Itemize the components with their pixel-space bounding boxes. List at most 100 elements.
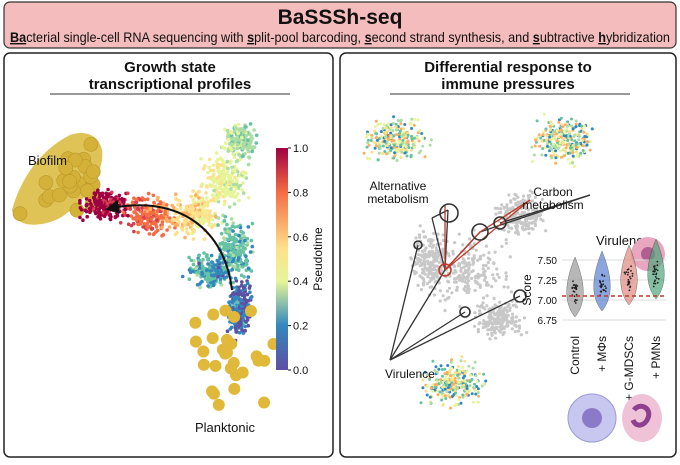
gray-point: [422, 235, 426, 239]
gray-point: [476, 272, 480, 276]
gray-point: [486, 266, 490, 270]
cell-point: [216, 260, 221, 264]
mini-point: [534, 138, 538, 142]
gray-point: [513, 329, 517, 334]
gray-point: [423, 266, 427, 270]
cell-point: [78, 215, 82, 220]
gray-point: [435, 248, 439, 252]
gray-point: [541, 219, 545, 223]
highlight-circle: [471, 223, 489, 241]
cell-point: [81, 218, 85, 222]
mini-point: [386, 129, 390, 133]
cell-point: [234, 182, 239, 187]
gray-point: [467, 262, 471, 267]
cell-point: [238, 249, 242, 253]
connector: [479, 199, 531, 233]
mini-point: [559, 132, 563, 136]
cell-point: [147, 232, 152, 236]
mini-point: [404, 145, 408, 149]
mini-point: [578, 144, 581, 148]
mini-point: [389, 146, 393, 150]
mini-point: [570, 117, 573, 121]
cell-point: [187, 255, 191, 260]
gray-point: [447, 286, 452, 290]
mini-point: [373, 125, 377, 129]
cell-point: [78, 198, 82, 203]
cell-point: [167, 216, 172, 220]
cell-point: [168, 219, 172, 224]
cell-point: [234, 250, 238, 254]
gray-point: [482, 278, 486, 282]
gray-point: [418, 224, 422, 228]
gray-point: [532, 202, 537, 206]
gray-point: [487, 251, 491, 255]
cell-point: [97, 194, 102, 199]
mini-point: [457, 376, 461, 380]
cell-point: [234, 329, 238, 333]
gray-point: [423, 272, 427, 276]
mini-point: [389, 149, 393, 152]
connector: [389, 295, 521, 361]
cell-point: [132, 196, 136, 200]
gray-point: [504, 241, 508, 245]
colorbar-tick-label: 0.6: [293, 232, 308, 244]
gray-point: [474, 248, 478, 252]
gray-point: [483, 269, 487, 273]
gray-point: [521, 194, 526, 198]
cell-point: [174, 192, 178, 196]
violin-dot: [654, 279, 657, 282]
cell-point: [196, 202, 201, 207]
violin-dot: [605, 287, 607, 290]
gray-point: [510, 226, 514, 230]
cell-point: [219, 231, 224, 236]
gray-point: [467, 272, 471, 276]
violin-dot: [653, 273, 655, 276]
mini-point: [465, 387, 469, 390]
cell-point: [248, 122, 253, 126]
gray-point: [430, 253, 434, 257]
gray-point: [457, 232, 461, 236]
mini-point: [456, 365, 460, 368]
cell-point: [216, 265, 221, 270]
cell-point: [225, 159, 230, 164]
mini-point: [401, 141, 405, 145]
mini-point: [446, 386, 450, 390]
carbon-label: metabolism: [522, 198, 583, 212]
mini-point: [407, 146, 411, 149]
cell-point: [243, 238, 247, 243]
cell-point: [88, 202, 93, 206]
cell-point: [236, 122, 241, 127]
gray-point: [501, 332, 505, 337]
mini-point: [566, 120, 570, 124]
cell-point: [242, 297, 246, 301]
cell-point: [204, 191, 208, 195]
cell-point: [155, 218, 159, 222]
cell-point: [205, 196, 209, 200]
violin-dot: [624, 272, 627, 275]
cell-point: [138, 218, 143, 222]
biofilm-cell: [38, 175, 54, 190]
cell-point: [179, 226, 183, 230]
cell-point: [207, 209, 211, 214]
gray-point: [470, 276, 474, 280]
cell-point: [254, 133, 259, 138]
gray-point: [500, 324, 504, 328]
gray-point: [435, 256, 439, 260]
gray-point: [517, 202, 521, 206]
mini-point: [568, 130, 571, 134]
cell-point: [206, 200, 210, 204]
mini-point: [425, 393, 429, 397]
mini-point: [370, 150, 374, 154]
cell-point: [183, 235, 187, 240]
cell-point: [197, 261, 201, 266]
planktonic-cell: [189, 316, 202, 329]
mini-point: [440, 398, 444, 402]
mini-point: [409, 155, 413, 159]
gray-point: [447, 295, 451, 300]
cell-point: [136, 207, 141, 212]
cell-point: [226, 229, 230, 234]
cell-point: [171, 217, 175, 222]
cell-point: [154, 225, 159, 229]
mini-point: [421, 136, 425, 140]
cell-point: [230, 194, 234, 199]
